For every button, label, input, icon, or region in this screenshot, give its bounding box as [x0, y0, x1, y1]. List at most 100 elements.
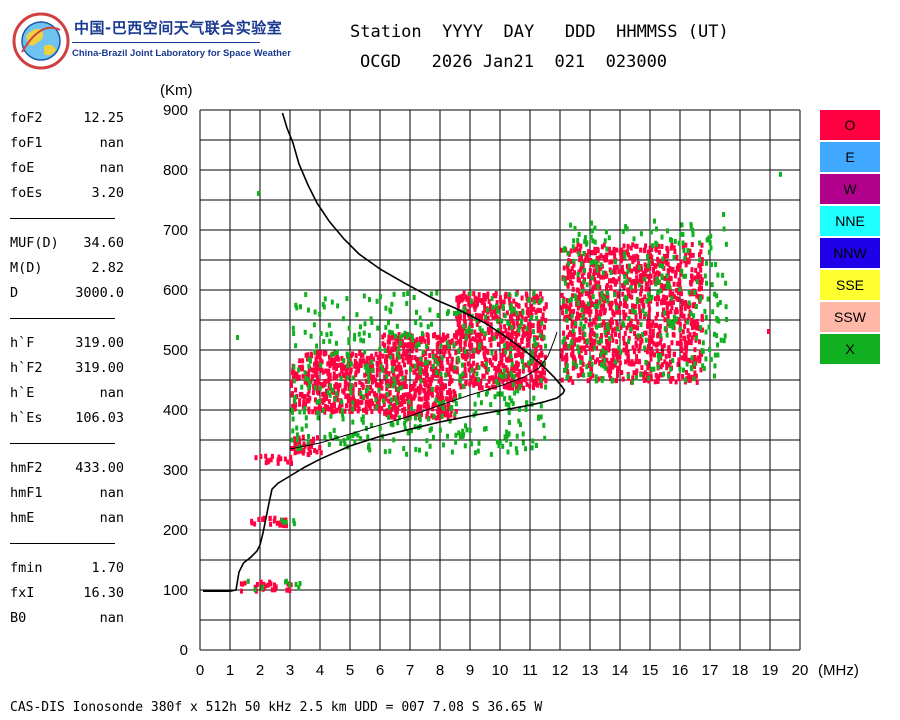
echo-point-x	[313, 385, 317, 391]
echo-point-o	[611, 269, 615, 275]
echo-point-o	[482, 293, 486, 299]
echo-point-o	[634, 359, 638, 364]
echo-point-o	[584, 304, 588, 310]
echo-point-o	[361, 352, 365, 358]
echo-point-x	[306, 377, 310, 383]
echo-point-x	[295, 432, 299, 438]
echo-point-o	[301, 373, 305, 379]
echo-point-x	[535, 315, 539, 321]
echo-point-o	[485, 368, 488, 374]
parameter-row: B0 nan	[10, 608, 130, 633]
echo-point-o	[379, 382, 382, 388]
echo-point-x	[623, 251, 626, 257]
echo-point-x	[531, 438, 535, 444]
echo-point-x	[591, 294, 595, 300]
echo-point-o	[602, 353, 606, 359]
echo-point-x	[363, 364, 367, 370]
echo-point-x	[500, 391, 504, 397]
echo-point-x	[683, 255, 687, 261]
echo-point-x	[294, 343, 298, 349]
echo-point-o	[560, 247, 564, 253]
echo-point-x	[473, 450, 477, 456]
echo-point-o	[490, 336, 494, 342]
echo-point-o	[303, 379, 307, 385]
echo-point-o	[475, 377, 479, 383]
echo-point-o	[480, 385, 484, 391]
echo-point-o	[470, 323, 474, 328]
echo-point-o	[326, 378, 330, 384]
echo-point-o	[621, 282, 625, 288]
echo-point-x	[562, 367, 566, 373]
echo-point-o	[635, 354, 639, 360]
echo-point-o	[510, 318, 514, 324]
echo-point-o	[403, 406, 407, 412]
echo-point-o	[588, 346, 592, 352]
echo-point-x	[590, 220, 594, 226]
echo-point-o	[376, 355, 380, 360]
parameter-row: h`Es 106.03	[10, 408, 130, 433]
echo-point-x	[532, 299, 536, 305]
echo-point-o	[662, 343, 666, 349]
echo-point-o	[407, 356, 411, 362]
echo-point-o	[665, 246, 669, 252]
echo-point-o	[463, 362, 466, 368]
parameter-value: nan	[99, 485, 124, 501]
echo-point-x	[716, 317, 720, 323]
echo-point-x	[542, 335, 546, 341]
echo-point-o	[384, 368, 388, 374]
echo-point-o	[582, 345, 586, 351]
echo-point-x	[439, 343, 443, 349]
echo-point-o	[259, 579, 263, 585]
echo-point-o	[439, 377, 443, 383]
echo-point-x	[517, 418, 521, 424]
echo-point-o	[471, 373, 475, 379]
echo-point-x	[399, 385, 403, 391]
echo-point-x	[663, 310, 666, 316]
echo-point-o	[421, 377, 425, 383]
echo-point-o	[431, 406, 435, 412]
echo-point-o	[660, 344, 664, 350]
echo-point-x	[343, 441, 347, 447]
echo-point-x	[600, 338, 603, 344]
echo-point-x	[500, 318, 504, 324]
echo-point-o	[571, 286, 575, 292]
echo-point-x	[477, 377, 480, 383]
echo-point-o	[615, 352, 619, 357]
echo-point-x	[463, 443, 467, 449]
echo-point-x	[445, 340, 449, 346]
echo-point-x	[496, 380, 500, 386]
echo-point-x	[246, 578, 250, 584]
echo-point-x	[596, 284, 600, 290]
echo-point-o	[479, 382, 483, 388]
echo-point-x	[385, 391, 389, 397]
echo-point-o	[293, 450, 297, 456]
echo-point-o	[669, 309, 673, 315]
echo-point-o	[650, 246, 654, 252]
echo-point-x	[644, 311, 648, 317]
echo-point-o	[521, 368, 525, 374]
echo-point-o	[658, 329, 662, 335]
legend-item-o: O	[820, 110, 880, 140]
echo-point-x	[374, 397, 378, 403]
echo-point-o	[431, 369, 435, 375]
echo-point-o	[633, 257, 637, 263]
echo-point-o	[502, 376, 506, 382]
echo-point-o	[509, 351, 512, 356]
echo-point-x	[315, 399, 319, 405]
echo-point-x	[509, 353, 513, 359]
echo-point-o	[646, 365, 650, 371]
echo-point-o	[624, 359, 628, 365]
echo-point-o	[436, 415, 440, 421]
echo-point-o	[613, 326, 617, 332]
echo-point-o	[485, 383, 489, 388]
echo-point-o	[289, 455, 293, 460]
echo-point-o	[349, 353, 353, 358]
parameter-label: foEs	[10, 185, 43, 201]
echo-point-o	[480, 342, 484, 348]
echo-point-o	[656, 331, 660, 337]
echo-point-o	[348, 404, 352, 410]
echo-point-o	[494, 368, 498, 374]
echo-point-o	[599, 303, 603, 309]
echo-point-x	[339, 376, 343, 381]
echo-point-x	[479, 400, 483, 406]
